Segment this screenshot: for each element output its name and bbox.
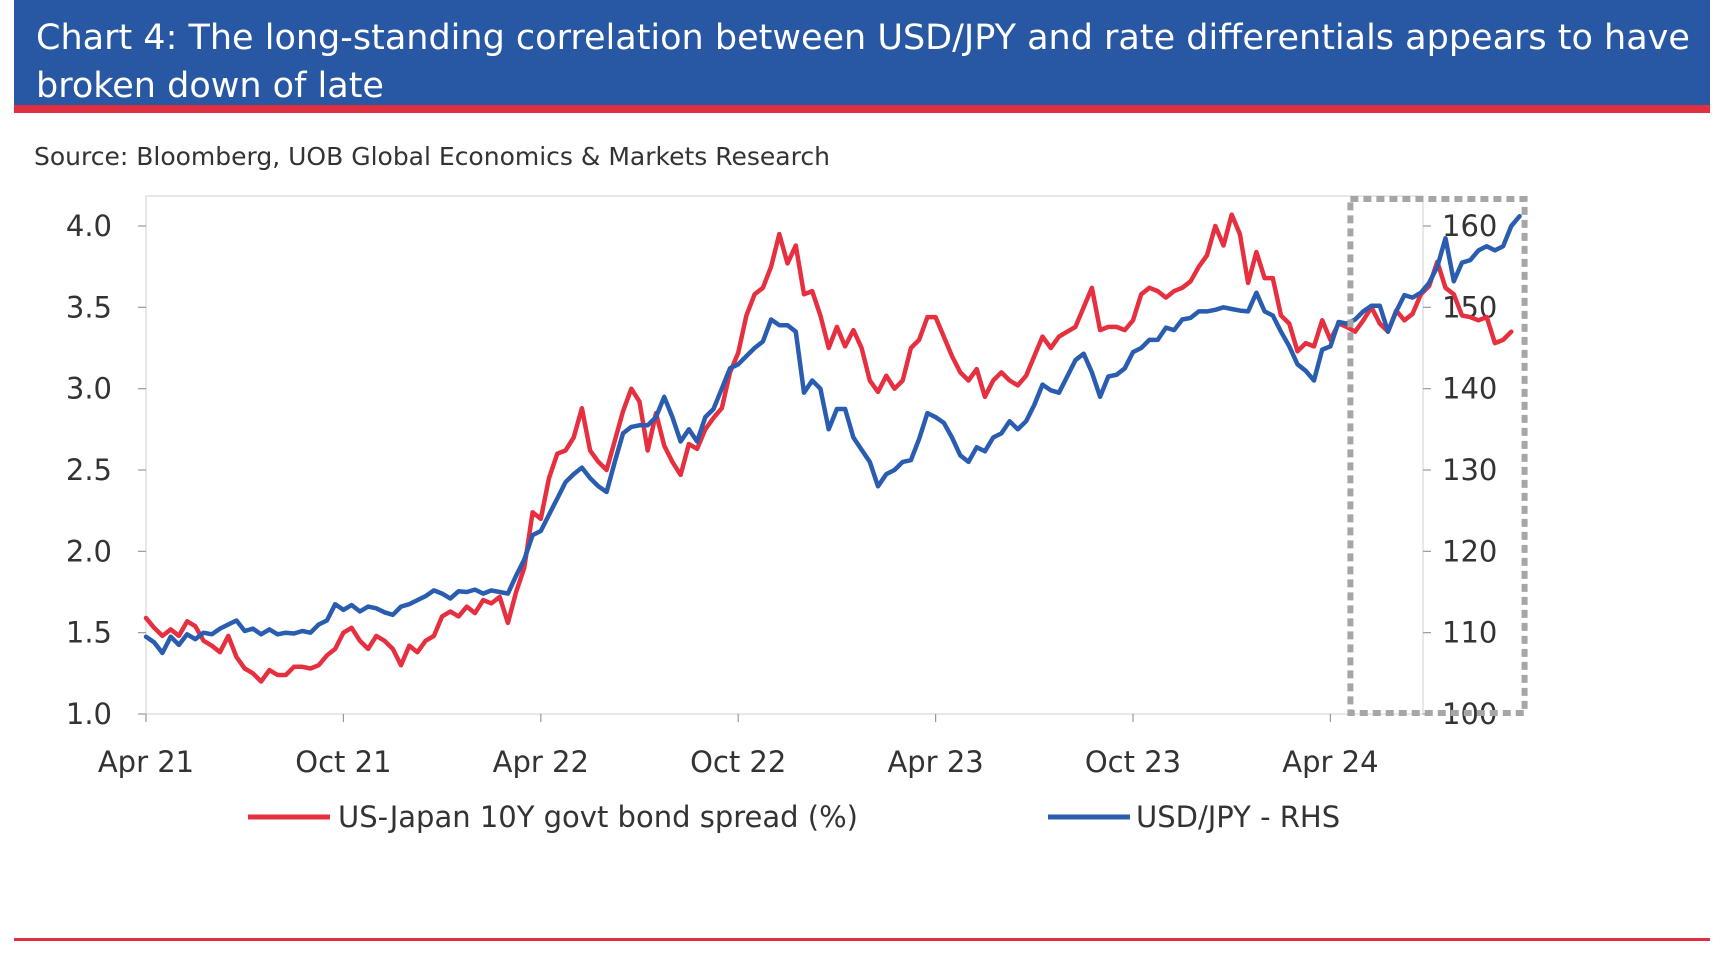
y-right-tick-label: 110	[1442, 616, 1497, 650]
y-right-tick-label: 120	[1442, 534, 1497, 568]
y-left-tick-label: 2.0	[66, 534, 112, 568]
x-tick-label: Apr 22	[493, 745, 589, 779]
legend: US-Japan 10Y govt bond spread (%) USD/JP…	[248, 800, 1340, 834]
title-bar: Chart 4: The long-standing correlation b…	[14, 0, 1710, 113]
y-left-tick-label: 4.0	[66, 209, 112, 243]
bottom-rule	[14, 938, 1710, 941]
x-tick-label: Apr 23	[887, 745, 983, 779]
x-tick-label: Oct 21	[295, 745, 391, 779]
y-left-tick-label: 1.5	[66, 616, 112, 650]
y-right-tick-label: 160	[1442, 209, 1497, 243]
series-line-usdjpy	[143, 213, 1522, 656]
series-lines	[143, 212, 1522, 684]
plot-frame	[145, 195, 1424, 715]
series-line-spread	[143, 212, 1514, 684]
source-note: Source: Bloomberg, UOB Global Economics …	[34, 142, 830, 171]
x-tick-label: Oct 22	[690, 745, 786, 779]
x-tick-label: Oct 23	[1085, 745, 1181, 779]
legend-label-spread: US-Japan 10Y govt bond spread (%)	[338, 800, 858, 834]
chart-title: Chart 4: The long-standing correlation b…	[36, 18, 1690, 106]
y-left-tick-label: 1.0	[66, 697, 112, 731]
x-tick-label: Apr 21	[98, 745, 194, 779]
y-right-tick-label: 140	[1442, 372, 1497, 406]
x-tick-label: Apr 24	[1282, 745, 1378, 779]
y-right-tick-label: 130	[1442, 453, 1497, 487]
highlight-box	[1347, 196, 1528, 716]
y-left-tick-label: 2.5	[66, 453, 112, 487]
legend-label-usdjpy: USD/JPY - RHS	[1136, 800, 1340, 834]
y-left-tick-label: 3.5	[66, 290, 112, 324]
axes: Apr 21 Oct 21 Apr 22 Oct 22 Apr 23 Oct 23 Apr …	[66, 209, 1497, 779]
y-left-tick-label: 3.0	[66, 372, 112, 406]
